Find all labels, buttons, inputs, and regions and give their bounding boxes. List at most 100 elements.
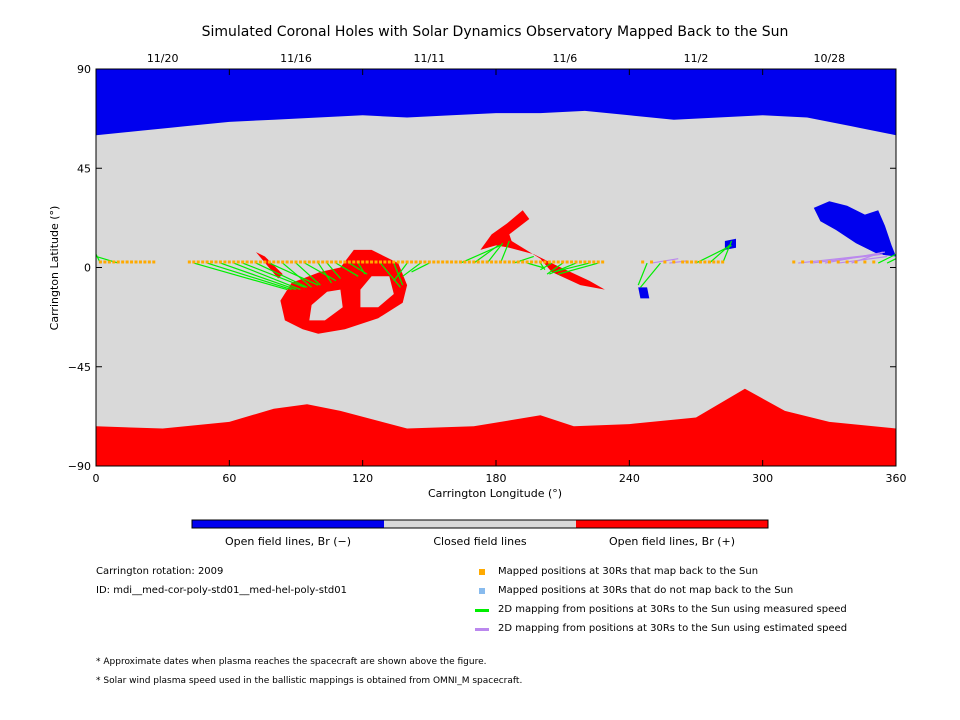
measured-speed-mapping-line (499, 240, 510, 264)
measured-speed-mapping-line (282, 262, 312, 288)
measured-speed-mapping-line (379, 262, 401, 288)
mapped-position-point (836, 260, 840, 264)
measured-speed-mapping-line (546, 262, 564, 275)
mapped-position-point (365, 260, 369, 264)
mapped-position-point (378, 260, 382, 264)
measured-speed-mapping-line (326, 262, 341, 279)
mapped-position-point (498, 260, 502, 264)
mapped-position-point (592, 260, 596, 264)
measured-speed-mapping-line (886, 258, 897, 264)
mapped-position-point (565, 260, 569, 264)
positive-coronal-hole-spike (256, 252, 283, 279)
mapped-position-point (694, 260, 698, 264)
mapped-position-point (707, 260, 711, 264)
x-tick-label: 60 (222, 472, 236, 485)
legend-line-swatch (475, 628, 489, 631)
measured-speed-mapping-line (473, 244, 499, 264)
mapped-position-point (370, 260, 374, 264)
top-date-label: 11/20 (147, 52, 179, 65)
measured-speed-mapping-line (335, 262, 359, 277)
mapped-position-point (503, 260, 507, 264)
mapped-position-point (507, 260, 511, 264)
legend-label: 2D mapping from positions at 30Rs to the… (498, 604, 847, 615)
mapped-position-point (338, 260, 342, 264)
mapped-position-point (721, 260, 725, 264)
measured-speed-mapping-line (233, 262, 301, 291)
mapped-position-point (103, 260, 107, 264)
mapped-position-point (281, 260, 285, 264)
mapped-position-point (467, 260, 471, 264)
mapped-position-point (587, 260, 591, 264)
mapped-position-point (543, 260, 547, 264)
legend-line-swatch (475, 609, 489, 612)
mapped-position-point (187, 260, 191, 264)
mapped-position-point (458, 260, 462, 264)
colorbar-segment (576, 520, 768, 528)
colorbar-label: Open field lines, Br (+) (609, 535, 735, 548)
mapped-position-point (316, 260, 320, 264)
mapped-position-point (432, 260, 436, 264)
mapped-position-point (347, 260, 351, 264)
mapped-position-point (872, 260, 876, 264)
top-date-label: 11/16 (280, 52, 312, 65)
x-tick-label: 180 (486, 472, 507, 485)
legend-label: 2D mapping from positions at 30Rs to the… (498, 623, 848, 634)
mapped-position-point (236, 260, 240, 264)
mapped-position-point (196, 260, 200, 264)
positive-coronal-hole-hook-hole (480, 210, 605, 290)
measured-speed-mapping-line (553, 262, 590, 273)
mapped-position-point (276, 260, 280, 264)
mapped-position-point (463, 260, 467, 264)
mapped-position-point (352, 260, 356, 264)
mapped-position-point (578, 260, 582, 264)
measured-speed-mapping-line (242, 262, 306, 288)
mapped-position-point (201, 260, 205, 264)
mapped-position-point (374, 260, 378, 264)
mapped-position-point (298, 260, 302, 264)
mapped-position-point (570, 260, 574, 264)
mapped-position-point (267, 260, 271, 264)
measured-speed-mapping-line (540, 262, 552, 271)
mapped-position-point (485, 260, 489, 264)
legend-label: Mapped positions at 30Rs that map back t… (498, 566, 759, 577)
chart-title: Simulated Coronal Holes with Solar Dynam… (202, 24, 789, 40)
y-tick-label: −45 (68, 361, 91, 374)
note-dates: * Approximate dates when plasma reaches … (96, 657, 487, 667)
y-tick-label: 45 (77, 162, 91, 175)
measured-speed-mapping-line (486, 242, 504, 264)
mapped-position-point (512, 260, 516, 264)
estimated-speed-mapping-line (824, 251, 885, 264)
top-date-label: 11/2 (684, 52, 709, 65)
mapped-position-point (396, 260, 400, 264)
measured-speed-mapping-line (558, 262, 599, 275)
colorbar-label: Closed field lines (433, 535, 527, 548)
mapped-position-point (716, 260, 720, 264)
measured-speed-mapping-line (193, 262, 288, 291)
mapped-position-point (245, 260, 249, 264)
mapped-position-point (410, 260, 414, 264)
measured-speed-mapping-line (539, 262, 546, 271)
mapped-position-point (334, 260, 338, 264)
model-id-text: ID: mdi__med-cor-poly-std01__med-hel-pol… (96, 585, 347, 596)
mapped-position-point (530, 260, 534, 264)
negative-coronal-hole-small-patch-A (638, 287, 650, 299)
mapped-position-point (130, 260, 134, 264)
mapped-position-point (107, 260, 111, 264)
north-polar-coronal-hole (96, 69, 896, 136)
mapped-position-point (583, 260, 587, 264)
measured-speed-mapping-line (206, 262, 292, 291)
mapped-position-point (427, 260, 431, 264)
mapped-position-point (330, 260, 334, 264)
mapped-position-point (241, 260, 245, 264)
mapped-position-point (147, 260, 151, 264)
mapped-position-point (254, 260, 258, 264)
measured-speed-mapping-line (295, 262, 321, 286)
mapped-position-point (698, 260, 702, 264)
mapped-position-point (392, 260, 396, 264)
mapped-position-point (525, 260, 529, 264)
measured-speed-mapping-line (402, 262, 421, 277)
mapped-position-point (383, 260, 387, 264)
colorbar: Open field lines, Br (−) Closed field lin… (191, 519, 769, 548)
x-tick-label: 360 (886, 472, 907, 485)
mapped-position-point (143, 260, 147, 264)
